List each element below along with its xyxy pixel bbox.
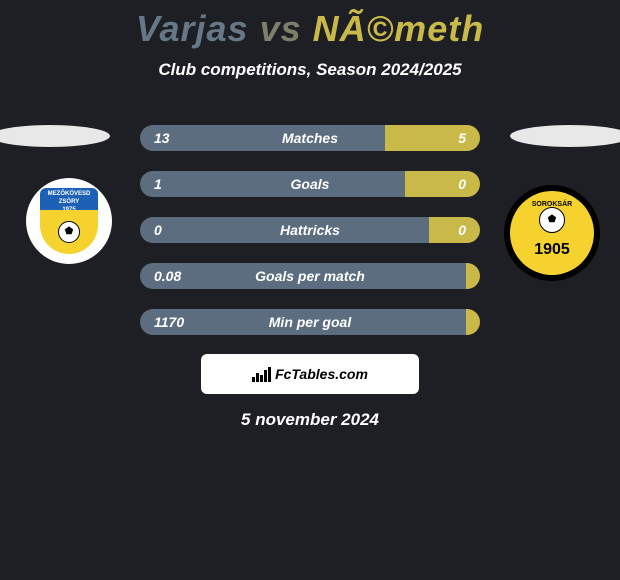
circle-badge-icon: SOROKSÁR 1905 xyxy=(510,191,594,275)
brand-card: FcTables.com xyxy=(201,354,419,394)
stat-row: 0.08Goals per match xyxy=(140,263,480,289)
stat-value-a: 1 xyxy=(140,171,405,197)
brand-text: FcTables.com xyxy=(275,366,368,382)
club-a-badge: MEZŐKÖVESD ZSÓRY 1975 xyxy=(26,178,112,264)
subtitle: Club competitions, Season 2024/2025 xyxy=(0,60,620,80)
player-a-name: Varjas xyxy=(136,8,249,49)
stat-row: 00Hattricks xyxy=(140,217,480,243)
ellipse-left xyxy=(0,125,110,147)
club-b-badge: SOROKSÁR 1905 xyxy=(504,185,600,281)
club-b-badge-year: 1905 xyxy=(534,241,570,259)
vs-text: vs xyxy=(260,8,302,49)
soccer-ball-icon xyxy=(58,221,80,243)
chart-icon xyxy=(252,366,271,382)
stat-value-a: 0.08 xyxy=(140,263,466,289)
comparison-title: Varjas vs NÃ©meth xyxy=(0,0,620,50)
ellipse-right xyxy=(510,125,620,147)
stat-value-b: 0 xyxy=(405,171,480,197)
stat-value-a: 1170 xyxy=(140,309,466,335)
date-text: 5 november 2024 xyxy=(0,410,620,430)
stat-value-b xyxy=(466,309,480,335)
stat-value-a: 13 xyxy=(140,125,385,151)
stat-row: 1170Min per goal xyxy=(140,309,480,335)
stat-value-b: 5 xyxy=(385,125,480,151)
player-b-name: NÃ©meth xyxy=(313,8,485,49)
soccer-ball-icon xyxy=(539,207,565,233)
club-a-badge-text: MEZŐKÖVESD ZSÓRY 1975 xyxy=(40,188,98,210)
stats-bars: 135Matches 10Goals 00Hattricks 0.08Goals pe… xyxy=(140,125,480,355)
stat-value-b: 0 xyxy=(429,217,480,243)
stat-value-a: 0 xyxy=(140,217,429,243)
stat-row: 10Goals xyxy=(140,171,480,197)
stat-value-b xyxy=(466,263,480,289)
shield-icon: MEZŐKÖVESD ZSÓRY 1975 xyxy=(40,188,98,254)
stat-row: 135Matches xyxy=(140,125,480,151)
